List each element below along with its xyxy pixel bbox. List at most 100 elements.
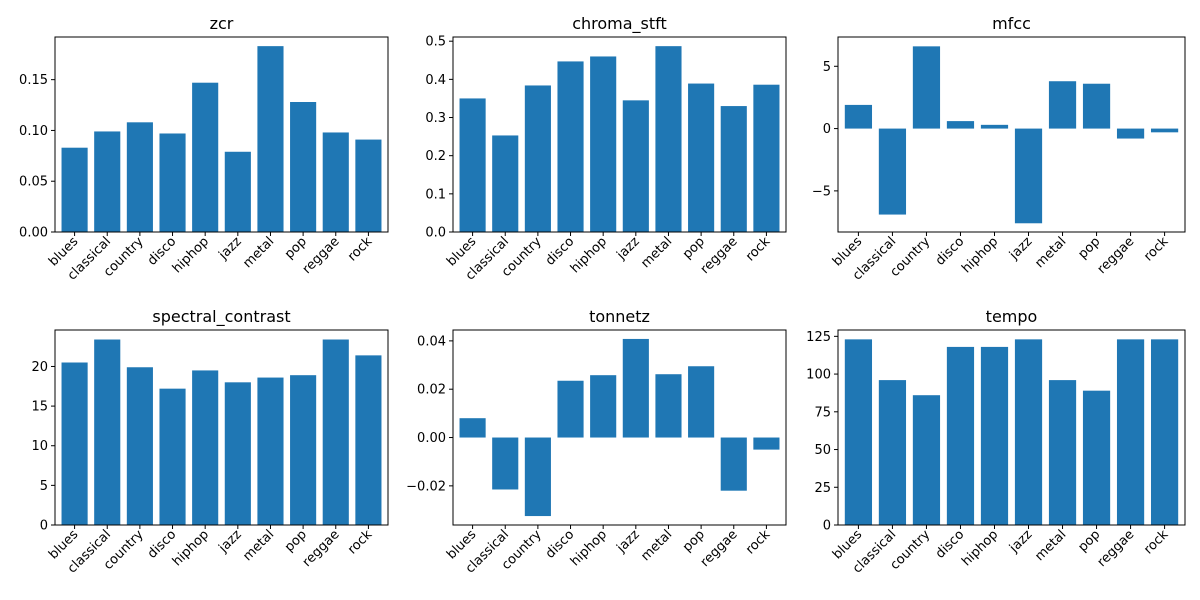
x-tick-label: pop xyxy=(680,234,708,262)
subplot-tonnetz: −0.020.000.020.04bluesclassicalcountrydi… xyxy=(406,307,787,576)
y-tick-label: 0.0 xyxy=(425,226,446,241)
x-tick-label: rock xyxy=(345,234,376,265)
y-tick-label: 0.5 xyxy=(425,35,446,50)
y-tick-label: 0.2 xyxy=(425,149,446,164)
x-tick-label: metal xyxy=(240,234,277,271)
x-tick-label: jazz xyxy=(1006,527,1035,556)
x-tick-label: rock xyxy=(1141,527,1172,558)
y-tick-label: 5 xyxy=(823,60,831,75)
bar-metal xyxy=(655,46,682,233)
bars xyxy=(459,46,780,233)
bar-jazz xyxy=(224,382,251,525)
bar-hiphop xyxy=(980,124,1009,129)
x-tick-label: reggae xyxy=(698,234,741,277)
x-tick-label: hiphop xyxy=(170,234,212,276)
subplot-title: mfcc xyxy=(992,14,1031,33)
bar-classical xyxy=(94,131,121,232)
bar-metal xyxy=(1048,380,1077,525)
bar-reggae xyxy=(720,437,747,491)
bars xyxy=(61,46,382,232)
bar-rock xyxy=(355,355,382,525)
bar-pop xyxy=(688,366,715,438)
y-tick-label: 25 xyxy=(814,481,831,496)
bar-blues xyxy=(61,362,88,525)
y-tick-label: 0.04 xyxy=(417,334,446,349)
bar-jazz xyxy=(1014,339,1043,525)
x-tick-label: rock xyxy=(743,527,774,558)
x-tick-label: pop xyxy=(680,527,708,555)
x-tick-label: reggae xyxy=(1095,527,1138,570)
bars xyxy=(459,338,780,517)
bar-hiphop xyxy=(192,370,219,525)
bar-pop xyxy=(290,375,317,525)
x-tick-label: pop xyxy=(282,234,310,262)
y-tick-label: 15 xyxy=(31,400,48,415)
bar-country xyxy=(912,46,941,129)
y-tick-label: 0.15 xyxy=(19,73,48,88)
bar-jazz xyxy=(622,338,649,438)
bar-hiphop xyxy=(590,375,617,438)
bar-disco xyxy=(946,346,975,525)
x-tick-label: hiphop xyxy=(959,527,1001,569)
bar-rock xyxy=(1150,128,1179,133)
bar-hiphop xyxy=(192,82,219,232)
bar-classical xyxy=(878,380,907,525)
bar-hiphop xyxy=(980,346,1009,525)
x-tick-label: pop xyxy=(1075,234,1103,262)
subplot-title: tempo xyxy=(986,307,1038,326)
x-tick-label: reggae xyxy=(698,527,741,570)
bar-blues xyxy=(61,147,88,232)
x-tick-label: jazz xyxy=(613,527,642,556)
bar-reggae xyxy=(720,106,747,232)
bar-rock xyxy=(753,437,780,450)
bar-classical xyxy=(878,128,907,215)
y-tick-label: 100 xyxy=(806,368,831,383)
axes-frame xyxy=(54,36,389,233)
bar-reggae xyxy=(322,339,349,525)
bar-pop xyxy=(290,102,317,232)
x-tick-label: hiphop xyxy=(568,527,610,569)
bar-reggae xyxy=(1116,128,1145,139)
x-tick-label: hiphop xyxy=(568,234,610,276)
bar-pop xyxy=(1082,390,1111,525)
x-tick-label: hiphop xyxy=(170,527,212,569)
subplot-zcr: 0.000.050.100.15bluesclassicalcountrydis… xyxy=(19,14,389,283)
bar-disco xyxy=(557,380,584,438)
x-tick-label: jazz xyxy=(1006,234,1035,263)
bar-classical xyxy=(94,339,121,525)
bar-jazz xyxy=(622,100,649,233)
x-tick-label: reggae xyxy=(300,234,343,277)
bar-reggae xyxy=(1116,339,1145,525)
bar-metal xyxy=(1048,81,1077,129)
y-tick-label: 0 xyxy=(823,519,831,534)
axes-frame xyxy=(54,329,389,526)
y-tick-label: 0.05 xyxy=(19,175,48,190)
y-tick-label: 125 xyxy=(806,330,831,345)
bar-disco xyxy=(159,388,186,525)
bar-country xyxy=(126,367,153,525)
bar-rock xyxy=(355,139,382,232)
y-tick-label: 0.3 xyxy=(425,111,446,126)
x-tick-label: metal xyxy=(638,234,675,271)
x-tick-label: jazz xyxy=(215,527,244,556)
bar-pop xyxy=(1082,83,1111,129)
bar-classical xyxy=(492,437,519,490)
bar-metal xyxy=(655,374,682,438)
bar-blues xyxy=(459,418,486,438)
subplot-title: spectral_contrast xyxy=(152,307,290,327)
bar-blues xyxy=(459,98,486,232)
bar-disco xyxy=(946,121,975,129)
bar-rock xyxy=(1150,339,1179,525)
y-tick-label: 0 xyxy=(823,122,831,137)
subplot-title: tonnetz xyxy=(589,307,650,326)
bar-reggae xyxy=(322,132,349,232)
bars xyxy=(844,46,1179,224)
axes-frame xyxy=(837,36,1186,233)
subplot-title: chroma_stft xyxy=(572,14,667,34)
y-tick-label: 0.00 xyxy=(417,431,446,446)
bar-country xyxy=(524,437,551,517)
bar-country xyxy=(126,122,153,232)
y-tick-label: 5 xyxy=(40,479,48,494)
